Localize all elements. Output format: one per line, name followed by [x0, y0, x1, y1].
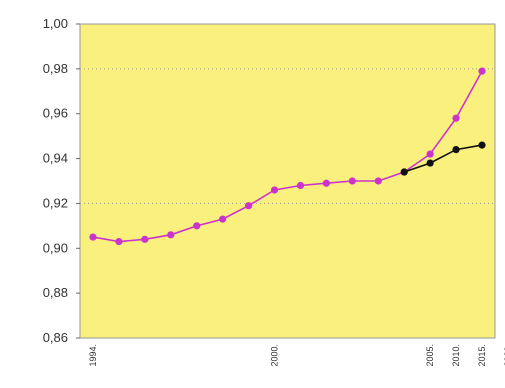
y-tick-label: 0,98 — [43, 61, 68, 76]
y-tick-label: 0,90 — [43, 240, 68, 255]
x-tick-label: 2010. — [451, 344, 461, 367]
series-0-point — [167, 231, 175, 239]
series-0-point — [452, 114, 460, 122]
x-tick-label: 2000. — [270, 344, 280, 367]
series-1-point — [400, 168, 408, 176]
series-0-point — [348, 177, 356, 185]
series-0-point — [245, 202, 253, 210]
y-tick-label: 0,86 — [43, 330, 68, 345]
series-0-point — [426, 150, 434, 158]
x-tick-label: 2005. — [425, 344, 435, 367]
y-axis: 0,86 0,88 0,90 0,92 0,94 0,96 0,98 1,00 — [43, 16, 80, 345]
x-tick-label: 1994. — [88, 344, 98, 367]
series-line-0 — [92, 70, 483, 243]
x-axis: 1994.2000.2005.2010.2015.2020.2025. — [88, 344, 505, 367]
series-0-point — [322, 179, 330, 187]
series-0-point — [141, 235, 149, 243]
x-tick-label: 2020. — [503, 344, 505, 367]
y-tick-label: 0,88 — [43, 285, 68, 300]
y-tick-label: 0,96 — [43, 106, 68, 121]
y-tick-label: 1,00 — [43, 16, 68, 31]
series-0-point — [115, 237, 123, 246]
x-tick-label: 2015. — [477, 344, 487, 367]
y-tick-label: 0,94 — [43, 151, 68, 166]
series-0-point — [270, 186, 279, 194]
series-0-point — [296, 181, 305, 190]
series-0-point — [478, 67, 486, 75]
series-line-1 — [403, 144, 483, 173]
series-1-point — [452, 146, 460, 154]
series-0-point — [374, 177, 382, 185]
series-0-point — [89, 233, 97, 241]
series-group — [89, 67, 486, 246]
plot-area — [79, 23, 496, 339]
series-1-point — [426, 159, 434, 167]
y-tick-label: 0,92 — [43, 195, 68, 210]
series-0-point — [219, 215, 227, 223]
series-0-point — [193, 222, 201, 230]
series-1-point — [478, 141, 486, 149]
